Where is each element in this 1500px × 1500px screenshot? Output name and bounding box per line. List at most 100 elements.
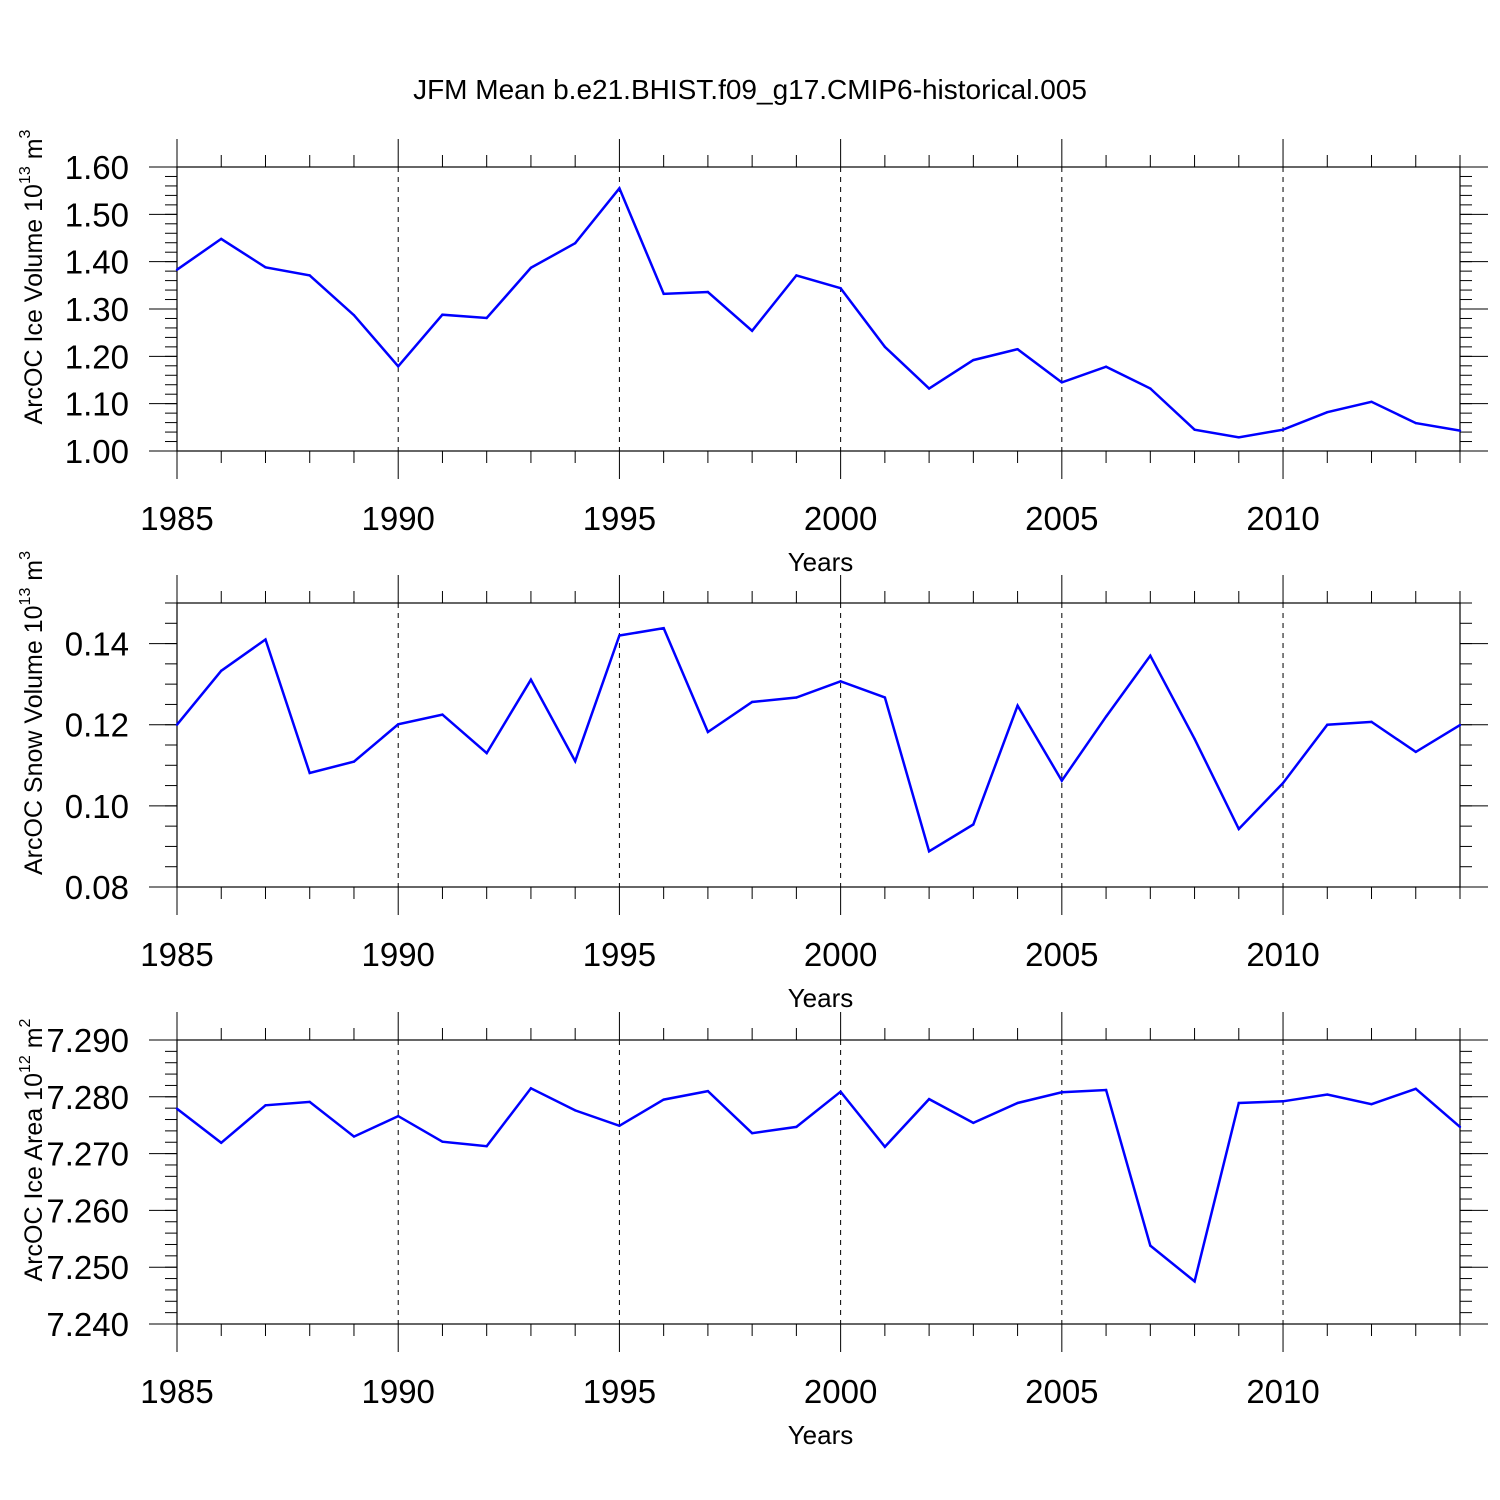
panel-1-y-tick-label: 1.10 (65, 386, 129, 423)
panel-2-data-point (662, 626, 665, 630)
panel-2-data-point (1104, 715, 1108, 718)
panel-3-y-tick-label: 7.270 (46, 1136, 129, 1173)
panel-3-data-point (529, 1087, 533, 1090)
panel-2-data-point (927, 850, 931, 853)
panel-2-data-point (573, 760, 577, 763)
panel-3-x-tick-label: 2010 (1246, 1373, 1319, 1410)
panel-1-data-point (795, 274, 798, 277)
panel-3-data-point (1326, 1093, 1329, 1096)
panel-3-data-point (264, 1104, 267, 1107)
panel-1-data-point (1370, 400, 1373, 403)
panel-1-data-point (839, 286, 842, 290)
panel-3-data-point (175, 1107, 179, 1110)
panel-2-y-tick-label: 0.14 (65, 626, 129, 663)
panel-2-y-tick-label: 0.12 (65, 707, 129, 744)
panel-1-plot-frame (176, 166, 1461, 452)
panel-3-x-tick-label: 1985 (140, 1373, 213, 1410)
panel-1-data-point (352, 313, 356, 317)
panel-3-data-point (839, 1090, 842, 1093)
panel-1-data-point (1016, 348, 1019, 351)
panel-1-data-point (175, 268, 179, 271)
panel-3-data-point (706, 1089, 710, 1093)
panel-2-data-point (220, 669, 223, 672)
panel-1-data-point (220, 237, 223, 241)
panel-2-series-line (176, 626, 1461, 854)
panel-3-data-point (485, 1145, 488, 1148)
panels: 1.00 1.10 1.20 1.30 1.40 1.50 1.60 1985 1990 1995… (17, 129, 1488, 1450)
panel-1-y-tick-label: 1.50 (65, 196, 129, 233)
panel-2-y-tick-label: 0.08 (65, 869, 129, 906)
panel-3-data-point (1414, 1087, 1417, 1091)
panel-1-data-point (883, 345, 887, 349)
panel-1-y-axis-label: ArcOC Ice Volume 1013 m3 (17, 129, 48, 424)
panel-3-data-point (1281, 1100, 1285, 1103)
panel-1-data-point (1458, 429, 1462, 432)
panel-3-data-point (573, 1109, 577, 1112)
panel-3-x-tick-label: 2000 (804, 1373, 877, 1410)
panel-2-data-point (1016, 704, 1019, 707)
panel-1-x-tick-label: 1985 (140, 500, 213, 537)
panel-1-data-point (706, 290, 710, 294)
panel-3-y-tick-label: 7.280 (46, 1079, 129, 1116)
panel-1-data-point (1326, 410, 1329, 414)
panel-1-x-tick-label: 2010 (1246, 500, 1319, 537)
panel-3-y-tick-label: 7.260 (46, 1192, 129, 1229)
panel-1-x-tick-label: 1995 (583, 500, 656, 537)
panel-1-series-line (176, 185, 1461, 439)
panel-3-data-point (352, 1135, 356, 1138)
panel-1-y-tick-label: 1.30 (65, 291, 129, 328)
panel-1-x-tick-label: 1990 (361, 500, 434, 537)
panel-1-data-point (1104, 365, 1108, 368)
panel-2: 0.08 0.10 0.12 0.14 1985 1990 1995 2000 2005 2010… (17, 551, 1488, 1013)
panel-1-y-tick-label: 1.20 (65, 338, 129, 375)
panel-3-data-point (618, 1124, 621, 1127)
panel-3-data-point (1016, 1101, 1019, 1105)
panel-3-x-tick-label: 1995 (583, 1373, 656, 1410)
panel-3-x-axis-label: Years (788, 1420, 854, 1450)
panel-1-data-point (1281, 428, 1285, 431)
panel-2-data-point (485, 751, 488, 755)
panel-3-data-point (1458, 1125, 1462, 1129)
panel-3-data-point (927, 1097, 931, 1101)
panel-3-data-point (750, 1131, 754, 1135)
panel-2-data-point (1149, 654, 1152, 657)
panel-1-data-point (1414, 421, 1417, 425)
panel-1-data-point (573, 242, 577, 245)
panel-3-x-tick-label: 2005 (1025, 1373, 1098, 1410)
panel-1-data-point (927, 387, 931, 390)
panel-1-y-tick-label: 1.00 (65, 433, 129, 470)
panel-2-plot-frame (176, 602, 1461, 888)
panel-2-data-point (883, 696, 887, 699)
panel-3-data-point (1060, 1091, 1064, 1094)
panel-1-data-point (618, 187, 621, 190)
panel-3-data-point (1104, 1088, 1108, 1092)
panel-3-y-axis-label: ArcOC Ice Area 1012 m2 (17, 1018, 48, 1281)
panel-2-data-point (618, 634, 621, 637)
panel-1-y-tick-label: 1.60 (65, 149, 129, 186)
panel-1-data-point (972, 358, 975, 362)
panel-2-data-point (1414, 750, 1417, 754)
panel-2-data-point (529, 678, 533, 681)
panel-1: 1.00 1.10 1.20 1.30 1.40 1.50 1.60 1985 1990 1995… (17, 129, 1488, 577)
panel-3-data-point (1237, 1101, 1240, 1105)
panel-1-data-point (1193, 428, 1196, 431)
panel-3-data-point (795, 1125, 798, 1129)
panel-3-y-tick-label: 7.250 (46, 1249, 129, 1286)
panel-2-data-point (972, 823, 975, 826)
panel-1-data-point (1149, 387, 1152, 390)
panel-1-x-tick-label: 2000 (804, 500, 877, 537)
panel-2-data-point (175, 723, 179, 726)
panel-1-data-point (1060, 381, 1064, 384)
panel-3: 7.240 7.250 7.260 7.270 7.280 7.290 1985 1990 19… (17, 1012, 1488, 1450)
panel-3-y-tick-label: 7.240 (46, 1306, 129, 1343)
panel-2-x-axis-label: Years (788, 983, 854, 1013)
panel-2-data-point (397, 723, 400, 726)
panel-2-y-tick-label: 0.10 (65, 788, 129, 825)
panel-2-data-point (352, 760, 356, 763)
panel-2-y-axis-label: ArcOC Snow Volume 1013 m3 (17, 551, 48, 875)
panel-2-x-tick-label: 2010 (1246, 936, 1319, 973)
panel-1-data-point (529, 266, 533, 270)
panel-3-data-point (220, 1141, 223, 1145)
